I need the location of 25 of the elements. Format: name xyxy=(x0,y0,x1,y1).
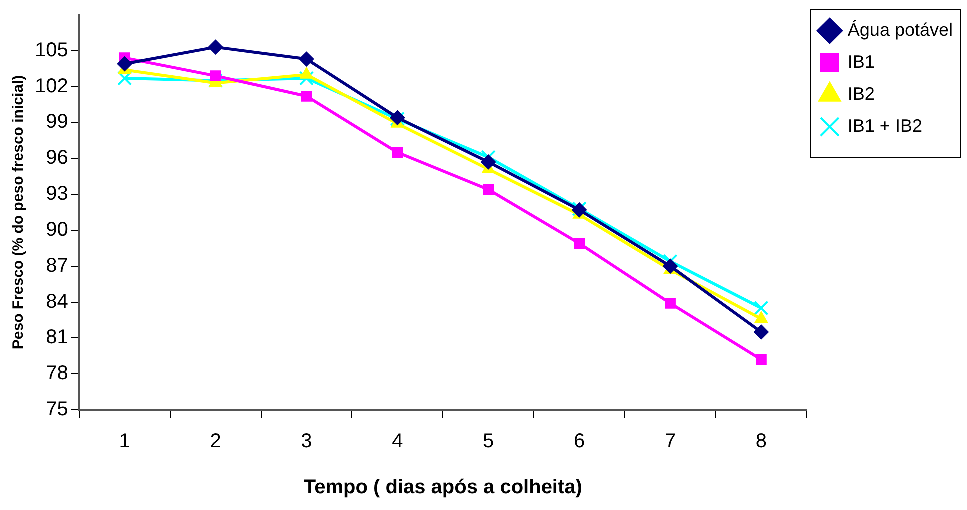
y-tick-label: 96 xyxy=(46,147,68,170)
x-tick-label: 5 xyxy=(483,430,494,453)
x-tick-label: 8 xyxy=(756,430,768,453)
y-tick-label: 81 xyxy=(46,326,68,349)
x-axis-title: Tempo ( dias após a colheita) xyxy=(304,476,582,499)
x-tick-label: 6 xyxy=(574,430,586,453)
y-axis-title: Peso Fresco (% do peso fresco inicial) xyxy=(10,75,28,350)
legend-label: IB1 + IB2 xyxy=(848,116,922,136)
y-tick-label: 99 xyxy=(46,111,68,134)
x-tick-label: 2 xyxy=(210,430,222,453)
y-tick-label: 78 xyxy=(46,362,68,385)
legend-label: IB2 xyxy=(848,84,875,104)
y-tick-label: 90 xyxy=(46,218,68,241)
legend-label: IB1 xyxy=(848,52,875,72)
y-tick-label: 105 xyxy=(34,39,68,62)
x-tick-label: 7 xyxy=(664,430,676,453)
y-tick-label: 84 xyxy=(46,290,68,313)
legend-label: Água potável xyxy=(848,20,954,40)
y-tick-label: 87 xyxy=(46,254,68,277)
y-tick-label: 93 xyxy=(46,183,68,206)
x-tick-label: 4 xyxy=(392,430,404,453)
y-tick-label: 75 xyxy=(46,398,68,421)
y-tick-label: 102 xyxy=(34,75,68,98)
x-tick-label: 1 xyxy=(119,430,130,453)
x-tick-label: 3 xyxy=(301,430,312,453)
